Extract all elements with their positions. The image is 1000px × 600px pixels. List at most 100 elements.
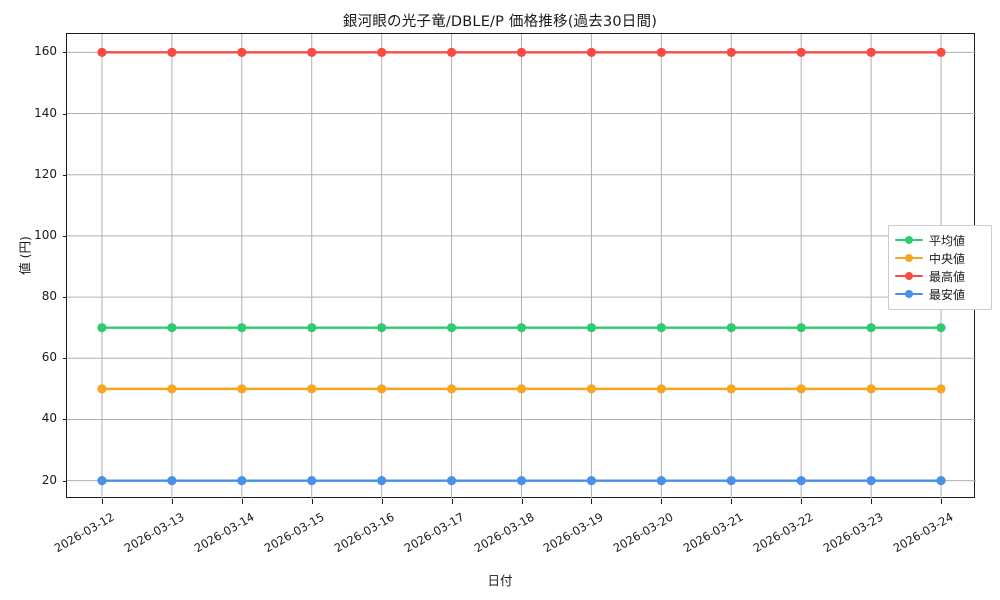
x-tick-label: 2026-03-24 xyxy=(891,505,960,556)
x-tick-label-text: 2026-03-24 xyxy=(890,509,956,556)
y-tick-label: 100 xyxy=(34,227,57,242)
data-point-marker xyxy=(377,323,387,333)
x-tick-label-text: 2026-03-14 xyxy=(191,509,257,556)
x-tick-label: 2026-03-14 xyxy=(192,505,261,556)
x-tick-label-text: 2026-03-21 xyxy=(681,509,746,556)
x-tick-mark xyxy=(241,499,243,504)
y-tick-label: 80 xyxy=(41,289,57,304)
legend-swatch xyxy=(895,251,923,265)
y-tick-mark xyxy=(62,113,67,115)
x-tick-mark xyxy=(521,499,523,504)
legend-label: 中央値 xyxy=(929,251,966,266)
data-point-marker xyxy=(516,323,527,333)
data-point-marker xyxy=(936,323,946,333)
data-point-marker xyxy=(936,476,946,486)
data-point-marker xyxy=(237,323,247,333)
data-point-marker xyxy=(726,384,736,394)
series-lines xyxy=(97,47,946,486)
legend-item[interactable]: 平均値 xyxy=(895,231,985,249)
x-tick-label-text: 2026-03-17 xyxy=(401,509,467,556)
data-point-marker xyxy=(656,323,666,333)
legend-swatch xyxy=(895,269,923,283)
y-tick-label: 160 xyxy=(34,44,57,59)
x-tick-label: 2026-03-12 xyxy=(52,505,121,556)
x-tick-label: 2026-03-16 xyxy=(331,505,401,556)
x-tick-label-text: 2026-03-23 xyxy=(820,509,886,556)
data-point-marker xyxy=(446,47,457,57)
x-tick-label-text: 2026-03-13 xyxy=(121,509,187,556)
data-point-marker xyxy=(586,323,597,333)
data-point-marker xyxy=(237,47,247,57)
x-tick-label-text: 2026-03-20 xyxy=(611,509,676,556)
y-tick-mark xyxy=(62,358,67,360)
x-tick-label-text: 2026-03-22 xyxy=(750,509,816,556)
x-tick-label: 2026-03-15 xyxy=(261,505,331,556)
data-point-marker xyxy=(167,384,177,394)
data-point-marker xyxy=(377,384,387,394)
y-tick-mark xyxy=(62,419,67,421)
data-point-marker xyxy=(167,323,177,333)
y-tick-label: 140 xyxy=(34,105,57,120)
legend-label: 平均値 xyxy=(929,233,966,248)
legend-dot-icon xyxy=(905,236,913,244)
data-point-marker xyxy=(516,476,527,486)
data-point-marker xyxy=(446,323,457,333)
data-point-marker xyxy=(237,476,247,486)
data-point-marker xyxy=(796,323,806,333)
data-point-marker xyxy=(167,476,177,486)
x-tick-label: 2026-03-17 xyxy=(401,505,471,556)
y-tick-mark xyxy=(62,52,67,54)
data-point-marker xyxy=(726,476,736,486)
x-tick-mark xyxy=(381,499,383,504)
data-point-marker xyxy=(97,476,107,486)
data-point-marker xyxy=(446,384,457,394)
x-tick-label-text: 2026-03-12 xyxy=(51,509,117,556)
data-point-marker xyxy=(866,476,876,486)
data-point-marker xyxy=(936,384,946,394)
x-tick-mark xyxy=(661,499,663,504)
data-point-marker xyxy=(307,323,317,333)
data-point-marker xyxy=(866,47,876,57)
data-point-marker xyxy=(796,476,806,486)
x-tick-label: 2026-03-13 xyxy=(122,505,191,556)
data-point-marker xyxy=(97,323,107,333)
data-point-marker xyxy=(307,476,317,486)
data-point-marker xyxy=(516,47,527,57)
data-point-marker xyxy=(796,47,806,57)
data-point-marker xyxy=(586,476,597,486)
x-tick-label-text: 2026-03-18 xyxy=(471,509,537,556)
x-tick-label-text: 2026-03-16 xyxy=(331,509,397,556)
data-point-marker xyxy=(307,47,317,57)
legend-swatch xyxy=(895,233,923,247)
x-tick-mark xyxy=(591,499,593,504)
data-point-marker xyxy=(307,384,317,394)
legend-item[interactable]: 中央値 xyxy=(895,249,985,267)
x-tick-mark xyxy=(731,499,733,504)
y-tick-mark xyxy=(62,174,67,176)
chart-legend: 平均値中央値最高値 最安値 xyxy=(888,225,992,310)
y-tick-mark xyxy=(62,297,67,299)
x-axis-label: 日付 xyxy=(487,573,513,588)
x-tick-mark xyxy=(101,499,103,504)
x-tick-mark xyxy=(451,499,453,504)
x-tick-label: 2026-03-23 xyxy=(821,505,890,556)
chart-title: 銀河眼の光子竜/DBLE/P 価格推移(過去30日間) xyxy=(342,14,658,30)
data-point-marker xyxy=(237,384,247,394)
data-point-marker xyxy=(516,384,527,394)
legend-label: 最高値 xyxy=(929,269,966,284)
legend-item[interactable]: 最安値 xyxy=(895,285,985,303)
x-tick-label: 2026-03-19 xyxy=(541,505,610,556)
data-point-marker xyxy=(377,476,387,486)
x-tick-mark xyxy=(171,499,173,504)
data-point-marker xyxy=(656,384,666,394)
x-tick-label: 2026-03-18 xyxy=(471,505,540,556)
x-tick-mark xyxy=(871,499,873,504)
legend-item[interactable]: 最高値 xyxy=(895,267,985,285)
legend-dot-icon xyxy=(905,254,913,262)
x-tick-label-text: 2026-03-15 xyxy=(261,509,327,556)
data-point-marker xyxy=(446,476,457,486)
data-point-marker xyxy=(97,384,107,394)
data-point-marker xyxy=(586,47,597,57)
data-point-marker xyxy=(936,47,946,57)
